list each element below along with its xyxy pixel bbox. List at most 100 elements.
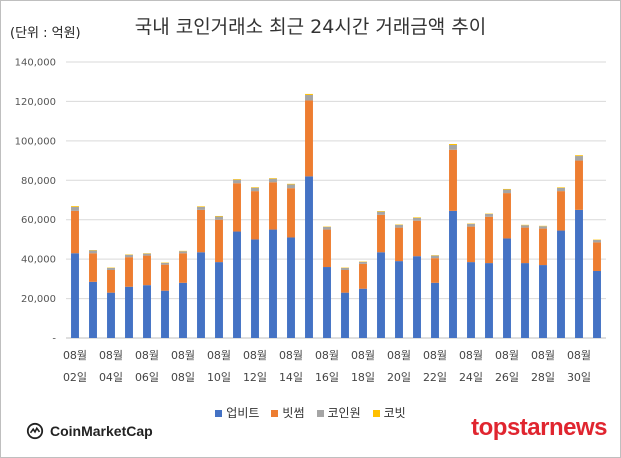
bar-segment bbox=[449, 144, 457, 145]
bar-segment bbox=[467, 262, 475, 338]
bar-segment bbox=[341, 269, 349, 293]
bar-segment bbox=[539, 265, 547, 338]
bar-segment bbox=[197, 206, 205, 210]
bar-segment bbox=[233, 179, 241, 184]
bar-segment bbox=[89, 253, 97, 282]
x-tick-day: 22일 bbox=[423, 370, 447, 384]
bar-segment bbox=[197, 209, 205, 253]
bar-segment bbox=[377, 211, 385, 212]
bar-segment bbox=[89, 250, 97, 254]
x-axis: 08월 02일 08월 04일 08월 06일 08월 08일 08월 10일 08월 12일 08월 1… bbox=[63, 349, 591, 384]
x-tick-month: 08월 bbox=[531, 349, 555, 362]
bar-segment bbox=[269, 178, 277, 183]
y-tick-label: 140,000 bbox=[15, 58, 56, 69]
x-tick-month: 08월 bbox=[171, 349, 195, 362]
bar-segment bbox=[557, 230, 565, 338]
bar-segment bbox=[71, 206, 79, 211]
chart-title: 국내 코인거래소 최근 24시간 거래금액 추이 bbox=[134, 16, 487, 38]
bar-segment bbox=[251, 191, 259, 240]
bar-segment bbox=[179, 251, 187, 254]
x-tick-day: 24일 bbox=[459, 370, 483, 384]
bar-segment bbox=[449, 145, 457, 150]
x-tick-month: 08월 bbox=[387, 349, 411, 362]
x-tick-day: 30일 bbox=[567, 370, 591, 384]
topstarnews-logo: topstarnews bbox=[471, 414, 607, 441]
bar-segment bbox=[377, 252, 385, 338]
y-tick-label: 100,000 bbox=[15, 136, 56, 147]
x-tick-day: 28일 bbox=[531, 370, 555, 384]
legend-swatch bbox=[271, 410, 279, 417]
unit-label: (단위 : 억원) bbox=[10, 26, 81, 41]
bar-segment bbox=[395, 224, 403, 228]
y-tick-label: 80,000 bbox=[21, 176, 56, 187]
bar-segment bbox=[251, 187, 259, 192]
bar-segment bbox=[521, 227, 529, 264]
bar-segment bbox=[503, 238, 511, 338]
bar-segment bbox=[89, 281, 97, 338]
bar-segment bbox=[215, 215, 223, 217]
y-axis: - 20,000 40,000 60,000 80,000 100,000 120,000 1… bbox=[15, 58, 57, 345]
legend-label: 코인원 bbox=[327, 406, 361, 420]
legend: 업비트 빗썸 코인원 코빗 bbox=[0, 404, 621, 421]
bar-segment bbox=[143, 285, 151, 338]
bar-segment bbox=[197, 252, 205, 338]
bar-segment bbox=[287, 183, 295, 185]
bar-segment bbox=[179, 253, 187, 283]
x-tick-month: 08월 bbox=[243, 349, 267, 362]
legend-swatch bbox=[372, 410, 380, 417]
bar-segment bbox=[107, 292, 115, 338]
x-tick-month: 08월 bbox=[279, 349, 303, 362]
bar-segment bbox=[287, 188, 295, 238]
bar-segment bbox=[143, 253, 151, 256]
coinmarketcap-logo: CoinMarketCap bbox=[26, 422, 153, 440]
bar-segment bbox=[305, 94, 313, 101]
bar-segment bbox=[431, 255, 439, 259]
x-tick-month: 08월 bbox=[207, 349, 231, 362]
bar-segment bbox=[539, 226, 547, 229]
x-tick-day: 12일 bbox=[243, 370, 267, 384]
bars bbox=[71, 93, 601, 338]
x-tick-day: 06일 bbox=[135, 370, 159, 384]
bar-segment bbox=[233, 183, 241, 232]
legend-item: 코인원 bbox=[316, 404, 361, 421]
bar-segment bbox=[395, 227, 403, 262]
bar-segment bbox=[323, 267, 331, 338]
bar-segment bbox=[485, 214, 493, 217]
bar-segment bbox=[71, 206, 79, 207]
x-tick-month: 08월 bbox=[423, 349, 447, 362]
bar-segment bbox=[305, 176, 313, 338]
x-tick-month: 08월 bbox=[99, 349, 123, 362]
x-tick-day: 16일 bbox=[315, 370, 339, 384]
stacked-bar-chart: - 20,000 40,000 60,000 80,000 100,000 120,000 1… bbox=[15, 58, 606, 384]
x-tick-month: 08월 bbox=[315, 349, 339, 362]
bar-segment bbox=[485, 216, 493, 264]
bar-segment bbox=[215, 216, 223, 220]
bar-segment bbox=[287, 184, 295, 189]
legend-item: 업비트 bbox=[215, 404, 259, 421]
bar-segment bbox=[359, 261, 367, 264]
bar-segment bbox=[575, 160, 583, 210]
bar-segment bbox=[125, 286, 133, 338]
bar-segment bbox=[125, 257, 133, 287]
x-tick-day: 18일 bbox=[351, 370, 375, 384]
bar-segment bbox=[359, 288, 367, 338]
bar-segment bbox=[593, 240, 601, 243]
x-tick-day: 14일 bbox=[279, 370, 303, 384]
coinmarketcap-text: CoinMarketCap bbox=[50, 423, 153, 439]
legend-label: 업비트 bbox=[226, 406, 260, 420]
bar-segment bbox=[323, 229, 331, 268]
x-tick-day: 20일 bbox=[387, 370, 411, 384]
bar-segment bbox=[395, 261, 403, 338]
bar-segment bbox=[125, 254, 133, 258]
bar-segment bbox=[359, 263, 367, 289]
x-tick-month: 08월 bbox=[495, 349, 519, 362]
bar-segment bbox=[449, 210, 457, 338]
legend-label: 코빗 bbox=[383, 406, 406, 420]
bar-segment bbox=[503, 193, 511, 239]
x-tick-day: 10일 bbox=[207, 370, 231, 384]
bar-segment bbox=[575, 156, 583, 161]
bar-segment bbox=[521, 225, 529, 228]
x-tick-month: 08월 bbox=[135, 349, 159, 362]
bar-segment bbox=[107, 269, 115, 293]
bar-segment bbox=[323, 227, 331, 230]
